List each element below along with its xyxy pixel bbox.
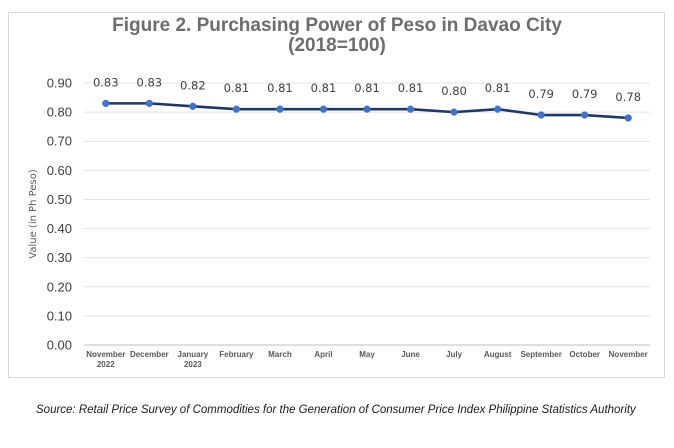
data-label: 0.79 [528,87,554,101]
data-point [406,105,415,113]
x-tick-label: November 2022 [86,350,125,369]
x-tick-label: October [569,350,600,359]
chart-title-line1: Figure 2. Purchasing Power of Peso in Da… [112,15,562,36]
y-tick-label: 0.90 [47,76,72,91]
y-tick-label: 0.00 [47,338,72,353]
data-label: 0.83 [137,75,163,89]
data-label: 0.81 [267,81,293,95]
data-label: 0.81 [311,81,337,95]
data-label: 0.83 [93,75,119,89]
chart-title-line2: (2018=100) [288,35,386,56]
source-note: Source: Retail Price Survey of Commoditi… [36,404,636,416]
chart-title: Figure 2. Purchasing Power of Peso in Da… [0,16,674,56]
data-label: 0.78 [615,90,641,104]
y-tick-label: 0.50 [47,192,72,207]
y-tick-label: 0.80 [47,105,72,120]
data-point [537,111,545,119]
data-label: 0.80 [441,84,467,98]
x-tick-label: May [359,350,375,359]
y-axis-label: Value (in Ph Peso) [28,169,39,259]
x-tick-label: August [484,350,512,359]
data-point [102,99,110,108]
gridlines [84,82,650,346]
x-tick-label: January 2023 [178,350,209,369]
data-point [363,105,371,113]
data-point [232,105,241,113]
data-point [189,102,197,110]
x-tick-label: September [520,350,561,359]
y-tick-label: 0.30 [47,250,72,265]
data-label: 0.81 [398,81,424,95]
data-label: 0.79 [572,87,598,101]
x-tick-label: March [268,350,292,359]
data-labels: 0.83 0.83 0.82 0.81 0.81 0.81 0.81 0.81 0.80 0.81… [93,75,641,104]
y-tick-label: 0.60 [47,163,72,178]
data-label: 0.81 [485,81,511,95]
data-label: 0.82 [180,78,206,92]
data-point [276,105,284,113]
data-point [450,108,458,116]
data-label: 0.81 [224,81,250,95]
x-tick-label: December [130,350,169,359]
data-point [145,99,153,108]
data-label: 0.81 [354,81,380,95]
data-point [319,105,328,113]
x-tick-label: July [446,350,463,359]
chart-frame [8,12,665,378]
data-point [624,114,632,122]
data-point [493,105,502,113]
x-axis-tick-labels: November 2022 December January 2023 February M… [86,350,648,369]
x-tick-label: February [219,350,254,359]
y-tick-label: 0.20 [47,279,72,294]
data-point [581,111,589,119]
x-tick-label: November [609,350,648,359]
x-tick-label: June [401,350,420,359]
y-axis-tick-labels: 0.00 0.10 0.20 0.30 0.40 0.50 0.60 0.70 0.80 0.90 [47,76,72,353]
series-markers [102,99,632,122]
y-tick-label: 0.70 [47,134,72,149]
y-tick-label: 0.40 [47,221,72,236]
y-tick-label: 0.10 [47,308,72,323]
x-tick-label: April [314,350,332,359]
